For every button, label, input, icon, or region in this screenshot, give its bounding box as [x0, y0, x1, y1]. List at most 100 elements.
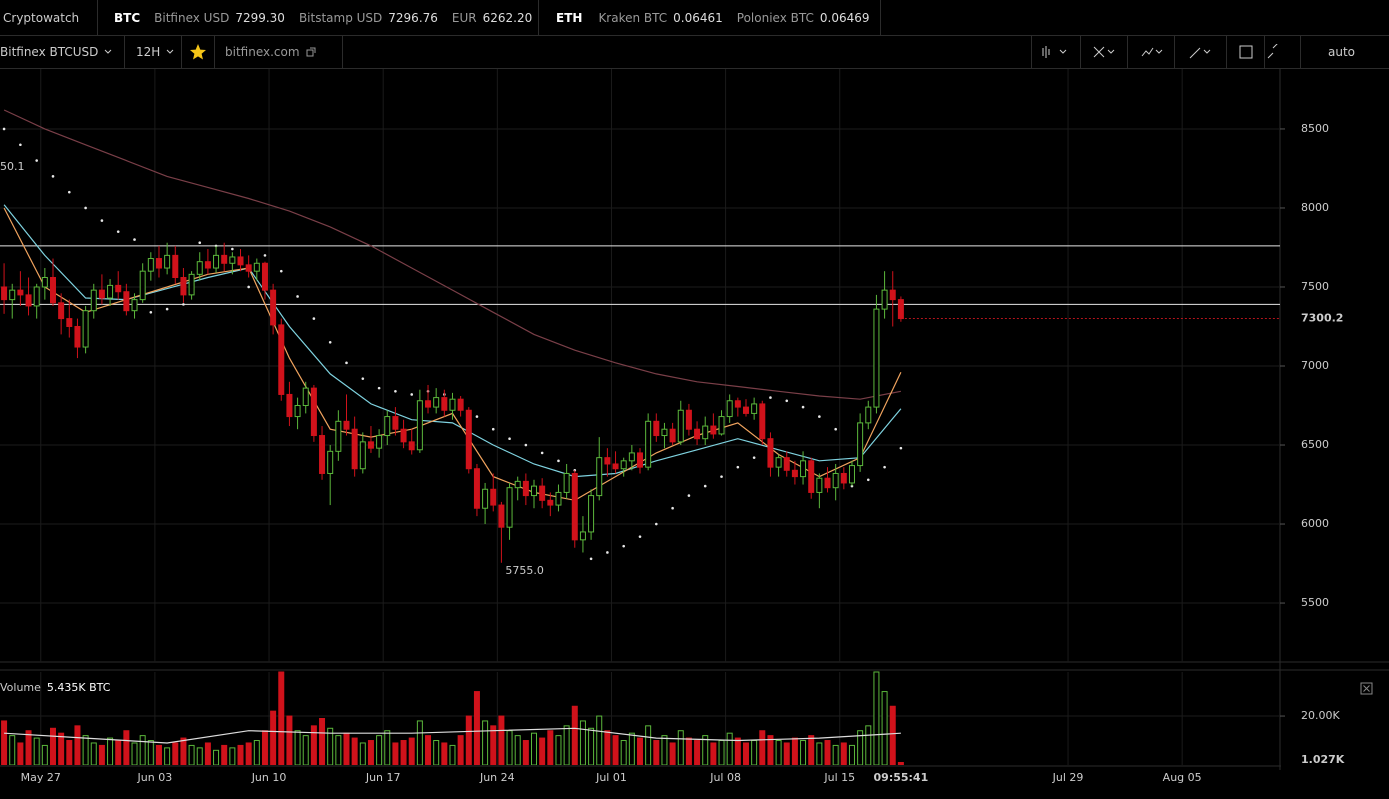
volume-bar — [335, 735, 342, 765]
volume-bar — [840, 742, 847, 765]
candle-body — [588, 495, 595, 533]
volume-bar — [376, 735, 383, 765]
candle-body — [310, 387, 317, 437]
volume-bar — [669, 742, 676, 765]
candle-body — [824, 477, 831, 489]
quote-label[interactable]: Bitstamp USD — [298, 10, 383, 25]
interval: 12H — [136, 45, 161, 59]
sar-dot — [263, 254, 267, 257]
volume-bar — [873, 671, 880, 765]
volume-bar — [400, 740, 407, 765]
candle-body — [498, 504, 505, 528]
candle-body — [9, 289, 16, 301]
candle-body — [33, 286, 40, 307]
candle-body — [139, 270, 146, 301]
candle-body — [685, 409, 692, 430]
volume-bar — [465, 715, 472, 765]
volume-bar — [147, 740, 154, 765]
volume-bar — [726, 732, 733, 765]
close-pane[interactable] — [1360, 682, 1373, 695]
volume-bar — [547, 730, 554, 765]
y-tick-label: 8500 — [1301, 122, 1329, 135]
volume-bar — [408, 737, 415, 765]
asset[interactable]: ETH — [556, 10, 583, 25]
volume-bar — [245, 742, 252, 765]
sar-dot — [198, 241, 202, 245]
quote-value: 0.06469 — [819, 10, 870, 25]
candle-body — [661, 428, 668, 437]
market-select[interactable]: Bitfinex BTCUSD — [0, 36, 112, 68]
scale-mode[interactable]: auto — [1328, 45, 1356, 59]
sar-dot — [818, 415, 821, 418]
candle-body — [229, 256, 236, 264]
volume-bar — [783, 742, 790, 765]
market: Bitfinex BTCUSD — [0, 45, 99, 59]
volume-bar — [392, 742, 399, 765]
tool-icons[interactable] — [1040, 44, 1280, 60]
candle-body — [718, 416, 725, 435]
quote-label[interactable]: Bitfinex USD — [154, 10, 230, 25]
volume-bar — [881, 691, 888, 765]
volume-bar — [261, 730, 268, 765]
sar-dot — [638, 535, 642, 538]
volume-bar — [278, 671, 285, 765]
volume-bar — [702, 735, 709, 765]
asset[interactable]: BTC — [114, 10, 141, 25]
sar-dot — [410, 393, 414, 396]
volume-bar — [343, 732, 350, 765]
volume-bar — [588, 727, 595, 765]
candle-body — [783, 457, 790, 471]
volume-bar — [359, 742, 366, 765]
candle-body — [694, 428, 701, 440]
candle-body — [221, 254, 228, 264]
candle-body — [816, 477, 823, 493]
candle-body — [237, 256, 244, 266]
volume-bar — [115, 740, 122, 765]
sar-dot — [231, 247, 234, 251]
candle-body — [319, 435, 326, 474]
volume-bar — [123, 730, 130, 765]
volume-bar — [514, 735, 521, 765]
candle-body — [213, 254, 220, 269]
candle-body — [253, 262, 260, 272]
sar-dot — [377, 386, 381, 390]
quote-value: 6262.20 — [482, 10, 533, 25]
interval-select[interactable]: 12H — [136, 36, 174, 68]
quote-label[interactable]: EUR — [451, 10, 477, 25]
sar-dot — [51, 175, 55, 178]
volume-bar — [33, 737, 40, 765]
volume-bar — [490, 725, 497, 765]
sar-dot — [247, 285, 250, 289]
exchange-link[interactable]: bitfinex.com — [225, 36, 316, 68]
volume-bar — [791, 737, 798, 765]
volume-bar — [82, 735, 89, 765]
candle-body — [278, 324, 285, 395]
candle-body — [881, 289, 888, 310]
quote-label[interactable]: Poloniex BTC — [736, 10, 814, 25]
favorite[interactable] — [189, 36, 207, 68]
link-icon — [306, 47, 316, 57]
candle-body — [1, 286, 8, 301]
sar-dot — [671, 506, 674, 510]
volume-bar — [767, 735, 774, 765]
brand[interactable]: Cryptowatch — [3, 10, 80, 25]
volume-bar — [816, 742, 823, 765]
ticker-group: ETH Kraken BTC 0.06461 Poloniex BTC 0.0646… — [556, 0, 884, 35]
chevron — [166, 49, 174, 54]
volume-bar — [237, 744, 244, 765]
volume-bar — [17, 742, 24, 765]
sar-dot — [785, 399, 789, 403]
quote-value: 7296.76 — [388, 10, 438, 25]
sar-dot — [687, 494, 691, 497]
candle-body — [82, 310, 89, 348]
candle-body — [457, 398, 464, 411]
volume-bar — [661, 735, 668, 765]
chevron — [105, 49, 112, 54]
x-tick-label: Jul 08 — [709, 771, 741, 784]
sar-dot — [2, 127, 6, 131]
quote-label[interactable]: Kraken BTC — [598, 10, 668, 25]
sar-dot — [475, 415, 479, 418]
candle-body — [539, 485, 546, 501]
price-pane — [0, 69, 1280, 662]
